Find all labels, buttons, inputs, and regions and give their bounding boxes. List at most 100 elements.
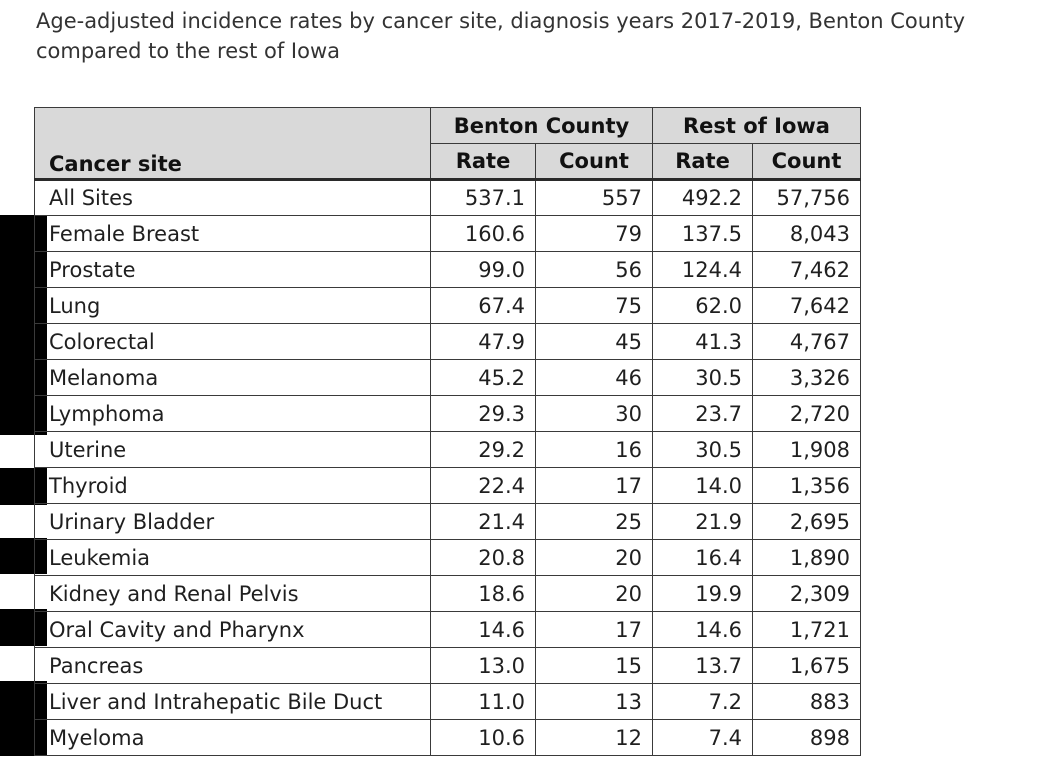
cell-benton-count: 46 [535,359,653,396]
cell-benton-rate: 20.8 [430,539,536,576]
cell-benton-rate: 11.0 [430,683,536,720]
cell-benton-count: 16 [535,431,653,468]
cell-benton-count: 25 [535,503,653,540]
cell-iowa-rate: 7.4 [652,719,753,756]
column-header-benton-rate: Rate [430,143,536,180]
table-row: Pancreas 13.0 15 13.7 1,675 [34,647,861,684]
cell-cancer-site: Uterine [34,431,431,468]
cell-iowa-rate: 14.0 [652,467,753,504]
cell-cancer-site: Pancreas [34,647,431,684]
cell-benton-rate: 21.4 [430,503,536,540]
column-group-benton-county: Benton County [430,107,653,144]
cell-benton-count: 17 [535,467,653,504]
cell-iowa-count: 57,756 [752,178,861,216]
cell-iowa-count: 1,356 [752,467,861,504]
cell-benton-count: 75 [535,287,653,324]
cell-benton-count: 56 [535,251,653,288]
cell-benton-count: 20 [535,539,653,576]
cell-iowa-count: 1,721 [752,611,861,648]
cell-iowa-count: 1,890 [752,539,861,576]
cell-iowa-rate: 19.9 [652,575,753,612]
cell-cancer-site: Liver and Intrahepatic Bile Duct [34,683,431,720]
cell-cancer-site: Oral Cavity and Pharynx [34,611,431,648]
cell-benton-rate: 47.9 [430,323,536,360]
column-header-cancer-site: Cancer site [34,107,431,180]
cell-benton-count: 17 [535,611,653,648]
cell-benton-rate: 29.2 [430,431,536,468]
table-row: Colorectal 47.9 45 41.3 4,767 [34,323,861,360]
incidence-table: Cancer site Benton County Rest of Iowa R… [34,107,861,756]
table-row: Thyroid 22.4 17 14.0 1,356 [34,467,861,504]
cell-cancer-site: Lymphoma [34,395,431,432]
cell-iowa-count: 3,326 [752,359,861,396]
table-row: Kidney and Renal Pelvis 18.6 20 19.9 2,309 [34,575,861,612]
cell-benton-count: 13 [535,683,653,720]
cell-benton-count: 15 [535,647,653,684]
cell-cancer-site: Myeloma [34,719,431,756]
cell-iowa-rate: 62.0 [652,287,753,324]
cell-iowa-count: 1,675 [752,647,861,684]
table-row: Oral Cavity and Pharynx 14.6 17 14.6 1,721 [34,611,861,648]
cell-benton-rate: 14.6 [430,611,536,648]
cell-benton-count: 30 [535,395,653,432]
cell-iowa-count: 2,309 [752,575,861,612]
header-sub-row: Rate Count Rate Count [35,143,861,180]
cell-benton-count: 79 [535,215,653,252]
cell-iowa-rate: 30.5 [652,431,753,468]
cell-cancer-site: Thyroid [34,467,431,504]
cell-iowa-rate: 14.6 [652,611,753,648]
page-title: Age-adjusted incidence rates by cancer s… [36,9,966,63]
cell-iowa-rate: 492.2 [652,178,753,216]
cell-cancer-site: Urinary Bladder [34,503,431,540]
table-row: Leukemia 20.8 20 16.4 1,890 [34,539,861,576]
table-row: Melanoma 45.2 46 30.5 3,326 [34,359,861,396]
cell-iowa-count: 2,695 [752,503,861,540]
cell-cancer-site: Kidney and Renal Pelvis [34,575,431,612]
cell-cancer-site: Lung [34,287,431,324]
cell-iowa-count: 2,720 [752,395,861,432]
cell-benton-count: 12 [535,719,653,756]
table-row: Myeloma 10.6 12 7.4 898 [34,719,861,756]
cell-benton-count: 20 [535,575,653,612]
cell-iowa-count: 8,043 [752,215,861,252]
cell-benton-count: 557 [535,178,653,216]
table-row: All Sites 537.1 557 492.2 57,756 [34,178,861,216]
column-header-iowa-count: Count [752,143,861,180]
cell-iowa-rate: 7.2 [652,683,753,720]
cell-cancer-site: Prostate [34,251,431,288]
table-body: All Sites 537.1 557 492.2 57,756 Female Breas… [34,178,861,756]
cell-iowa-count: 4,767 [752,323,861,360]
cell-benton-rate: 537.1 [430,178,536,216]
cell-iowa-rate: 30.5 [652,359,753,396]
cell-benton-rate: 67.4 [430,287,536,324]
table-row: Uterine 29.2 16 30.5 1,908 [34,431,861,468]
table-row: Lung 67.4 75 62.0 7,642 [34,287,861,324]
cell-benton-rate: 45.2 [430,359,536,396]
cell-benton-rate: 29.3 [430,395,536,432]
cell-cancer-site: Female Breast [34,215,431,252]
header-group-row: Cancer site Benton County Rest of Iowa [34,107,861,180]
cell-benton-rate: 99.0 [430,251,536,288]
column-group-rest-of-iowa: Rest of Iowa [652,107,861,144]
cell-iowa-count: 883 [752,683,861,720]
cell-iowa-rate: 21.9 [652,503,753,540]
cell-benton-rate: 10.6 [430,719,536,756]
cell-iowa-rate: 41.3 [652,323,753,360]
cell-benton-rate: 13.0 [430,647,536,684]
cell-benton-rate: 22.4 [430,467,536,504]
cell-benton-rate: 18.6 [430,575,536,612]
cell-cancer-site: Colorectal [34,323,431,360]
table-row: Liver and Intrahepatic Bile Duct 11.0 13 7.… [34,683,861,720]
cell-iowa-count: 7,462 [752,251,861,288]
cell-iowa-count: 1,908 [752,431,861,468]
cell-iowa-rate: 13.7 [652,647,753,684]
cell-iowa-count: 7,642 [752,287,861,324]
table-row: Prostate 99.0 56 124.4 7,462 [34,251,861,288]
table-row: Lymphoma 29.3 30 23.7 2,720 [34,395,861,432]
cell-cancer-site: Leukemia [34,539,431,576]
cell-iowa-rate: 124.4 [652,251,753,288]
table-row: Urinary Bladder 21.4 25 21.9 2,695 [34,503,861,540]
cell-cancer-site: All Sites [34,178,431,216]
cell-iowa-count: 898 [752,719,861,756]
column-header-iowa-rate: Rate [652,143,753,180]
